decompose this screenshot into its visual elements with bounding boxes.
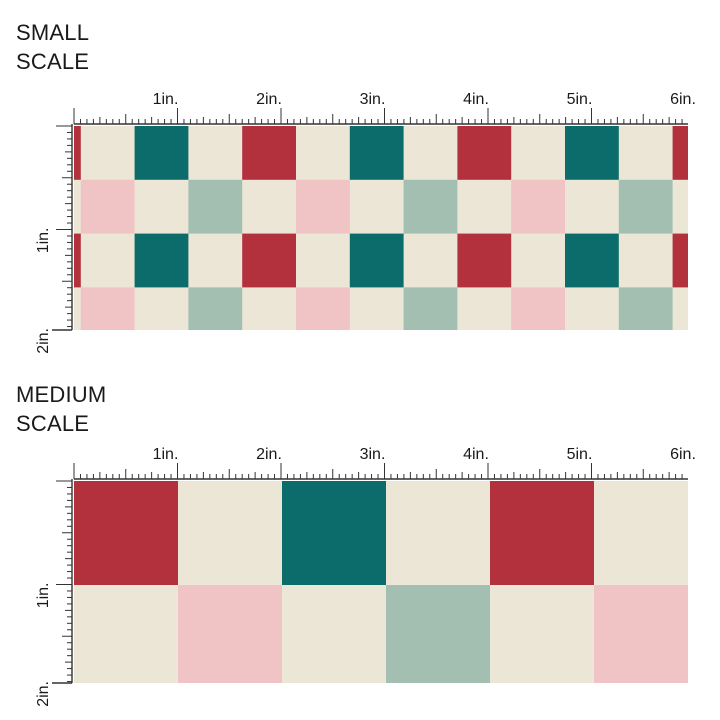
h-ruler-label: 4in.	[463, 91, 489, 108]
pattern-tile-pink	[296, 287, 351, 330]
pattern-tile-red	[457, 233, 512, 288]
pattern-tile-cream	[349, 287, 405, 330]
pattern-tile-pink	[511, 179, 566, 235]
pattern-tile-cream	[282, 585, 387, 683]
pattern-tile-cream	[349, 179, 405, 235]
h-ruler-label: 6in.	[670, 446, 696, 463]
small-scale-section: SMALL SCALE 1in. 2in. 3in. 4in. 5in. 6in. 1in.…	[16, 18, 696, 354]
pattern-tile-teal	[282, 481, 387, 586]
pattern-tile-cream	[242, 287, 297, 330]
v-ruler-label: 2in.	[35, 681, 52, 707]
v-ruler-label: 1in.	[35, 228, 52, 254]
pattern-tile-red	[74, 481, 179, 586]
pattern-tile-cream	[565, 287, 620, 330]
v-ruler-label: 2in.	[35, 328, 52, 354]
small-scale-swatch: 1in. 2in. 3in. 4in. 5in. 6in. 1in. 2in.	[35, 91, 696, 354]
section-title: MEDIUM SCALE	[16, 380, 106, 438]
pattern-tile-sage	[386, 585, 491, 683]
pattern-tile-pink	[296, 179, 351, 235]
pattern-tile-teal	[349, 126, 405, 181]
pattern-tile-cream	[403, 233, 458, 288]
pattern-tile-cream	[74, 287, 82, 330]
pattern-tile-sage	[403, 179, 458, 235]
pattern-tile-teal	[134, 126, 189, 181]
h-ruler-label: 5in.	[567, 91, 593, 108]
pattern-grid	[74, 126, 688, 330]
pattern-tile-cream	[565, 179, 620, 235]
pattern-tile-cream	[594, 481, 688, 586]
pattern-tile-cream	[457, 287, 512, 330]
pattern-tile-pink	[594, 585, 688, 683]
v-ruler-label: 1in.	[35, 583, 52, 609]
horizontal-ruler: 1in. 2in. 3in. 4in. 5in. 6in.	[73, 91, 696, 125]
pattern-tile-pink	[511, 287, 566, 330]
pattern-tile-cream	[178, 481, 283, 586]
pattern-tile-teal	[349, 233, 405, 288]
pattern-tile-red	[242, 233, 297, 288]
title-line-1: MEDIUM	[16, 382, 107, 407]
pattern-tile-sage	[403, 287, 458, 330]
title-line-2: SCALE	[16, 411, 90, 436]
pattern-grid	[74, 481, 688, 683]
vertical-ruler: 1in. 2in.	[35, 479, 73, 707]
pattern-tile-cream	[134, 287, 189, 330]
pattern-tile-pink	[80, 179, 136, 235]
pattern-tile-cream	[188, 126, 243, 181]
h-ruler-label: 6in.	[670, 91, 696, 108]
pattern-tile-cream	[672, 287, 688, 330]
pattern-tile-sage	[188, 179, 243, 235]
section-title: SMALL SCALE	[16, 18, 89, 76]
pattern-tile-cream	[74, 585, 179, 683]
pattern-tile-cream	[386, 481, 491, 586]
h-ruler-label: 1in.	[153, 91, 179, 108]
pattern-tile-sage	[618, 179, 674, 235]
pattern-tile-red	[672, 233, 688, 288]
pattern-tile-cream	[74, 179, 82, 235]
medium-scale-swatch: 1in. 2in. 3in. 4in. 5in. 6in. 1in. 2in.	[35, 446, 696, 707]
pattern-tile-cream	[296, 126, 351, 181]
h-ruler-label: 5in.	[567, 446, 593, 463]
pattern-tile-cream	[672, 179, 688, 235]
pattern-tile-cream	[511, 233, 566, 288]
pattern-tile-red	[74, 233, 82, 288]
h-ruler-label: 2in.	[256, 91, 282, 108]
pattern-tile-cream	[80, 126, 136, 181]
medium-scale-section: MEDIUM SCALE 1in. 2in. 3in. 4in. 5in. 6in. 1in…	[0, 360, 720, 720]
pattern-tile-sage	[618, 287, 674, 330]
pattern-tile-cream	[403, 126, 458, 181]
pattern-tile-teal	[565, 126, 620, 181]
h-ruler-label: 4in.	[463, 446, 489, 463]
pattern-tile-cream	[618, 126, 674, 181]
horizontal-ruler: 1in. 2in. 3in. 4in. 5in. 6in.	[73, 446, 696, 480]
pattern-tile-red	[457, 126, 512, 181]
pattern-tile-sage	[188, 287, 243, 330]
h-ruler-label: 1in.	[153, 446, 179, 463]
pattern-tile-pink	[178, 585, 283, 683]
h-ruler-label: 2in.	[256, 446, 282, 463]
pattern-tile-red	[74, 126, 82, 181]
pattern-tile-cream	[242, 179, 297, 235]
pattern-tile-red	[242, 126, 297, 181]
pattern-tile-cream	[296, 233, 351, 288]
title-line-1: SMALL	[16, 20, 90, 45]
pattern-tile-red	[490, 481, 595, 586]
vertical-ruler: 1in. 2in.	[35, 124, 73, 354]
pattern-tile-teal	[134, 233, 189, 288]
h-ruler-label: 3in.	[360, 446, 386, 463]
pattern-tile-cream	[80, 233, 136, 288]
pattern-tile-cream	[457, 179, 512, 235]
pattern-tile-cream	[618, 233, 674, 288]
pattern-tile-cream	[188, 233, 243, 288]
pattern-tile-cream	[134, 179, 189, 235]
pattern-tile-pink	[80, 287, 136, 330]
h-ruler-label: 3in.	[360, 91, 386, 108]
pattern-tile-cream	[490, 585, 595, 683]
pattern-tile-cream	[511, 126, 566, 181]
pattern-tile-red	[672, 126, 688, 181]
pattern-tile-teal	[565, 233, 620, 288]
title-line-2: SCALE	[16, 49, 90, 74]
